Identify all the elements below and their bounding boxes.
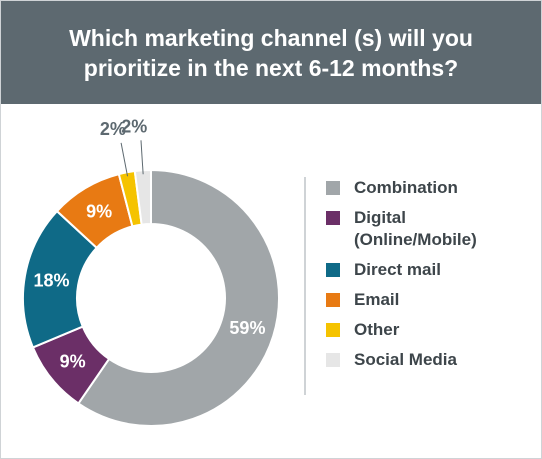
legend-item-social-media: Social Media	[326, 349, 542, 371]
leader-line-other	[120, 142, 129, 177]
legend-swatch-other	[326, 323, 340, 337]
leader-line-social-media	[140, 140, 144, 175]
legend-label-direct-mail: Direct mail	[354, 260, 441, 279]
data-label-email: 9%	[86, 201, 112, 221]
legend-label-social-media: Social Media	[354, 350, 457, 369]
slice-social-media	[133, 168, 152, 226]
legend-swatch-social-media	[326, 353, 340, 367]
legend-swatch-digital-online-mobile	[326, 211, 340, 225]
data-label-combination: 59%	[229, 318, 265, 338]
slice-combination	[77, 168, 280, 427]
legend-label-combination: Combination	[354, 178, 458, 197]
data-label-digital-online-mobile: 9%	[60, 352, 86, 372]
legend-label-other: Other	[354, 320, 400, 339]
legend-swatch-email	[326, 293, 340, 307]
legend-label-digital-online-mobile: Digital (Online/Mobile)	[354, 208, 477, 249]
donut-chart: 59% 9% 18% 9% 2%2%	[22, 116, 280, 427]
legend-item-other: Other	[326, 319, 542, 341]
legend-swatch-direct-mail	[326, 263, 340, 277]
chart-header: Which marketing channel (s) will you pri…	[1, 1, 541, 104]
chart-title: Which marketing channel (s) will you pri…	[69, 24, 473, 81]
data-label-other: 2%	[100, 119, 126, 139]
legend-item-combination: Combination	[326, 177, 542, 199]
legend-item-direct-mail: Direct mail	[326, 259, 542, 281]
chart-legend: Combination Digital (Online/Mobile) Direct…	[304, 177, 542, 395]
legend-item-digital-online-mobile: Digital (Online/Mobile)	[326, 207, 542, 251]
data-label-direct-mail: 18%	[34, 270, 70, 290]
data-label-social-media: 2%	[121, 116, 147, 136]
legend-swatch-combination	[326, 181, 340, 195]
legend-label-email: Email	[354, 290, 400, 309]
legend-item-email: Email	[326, 289, 542, 311]
